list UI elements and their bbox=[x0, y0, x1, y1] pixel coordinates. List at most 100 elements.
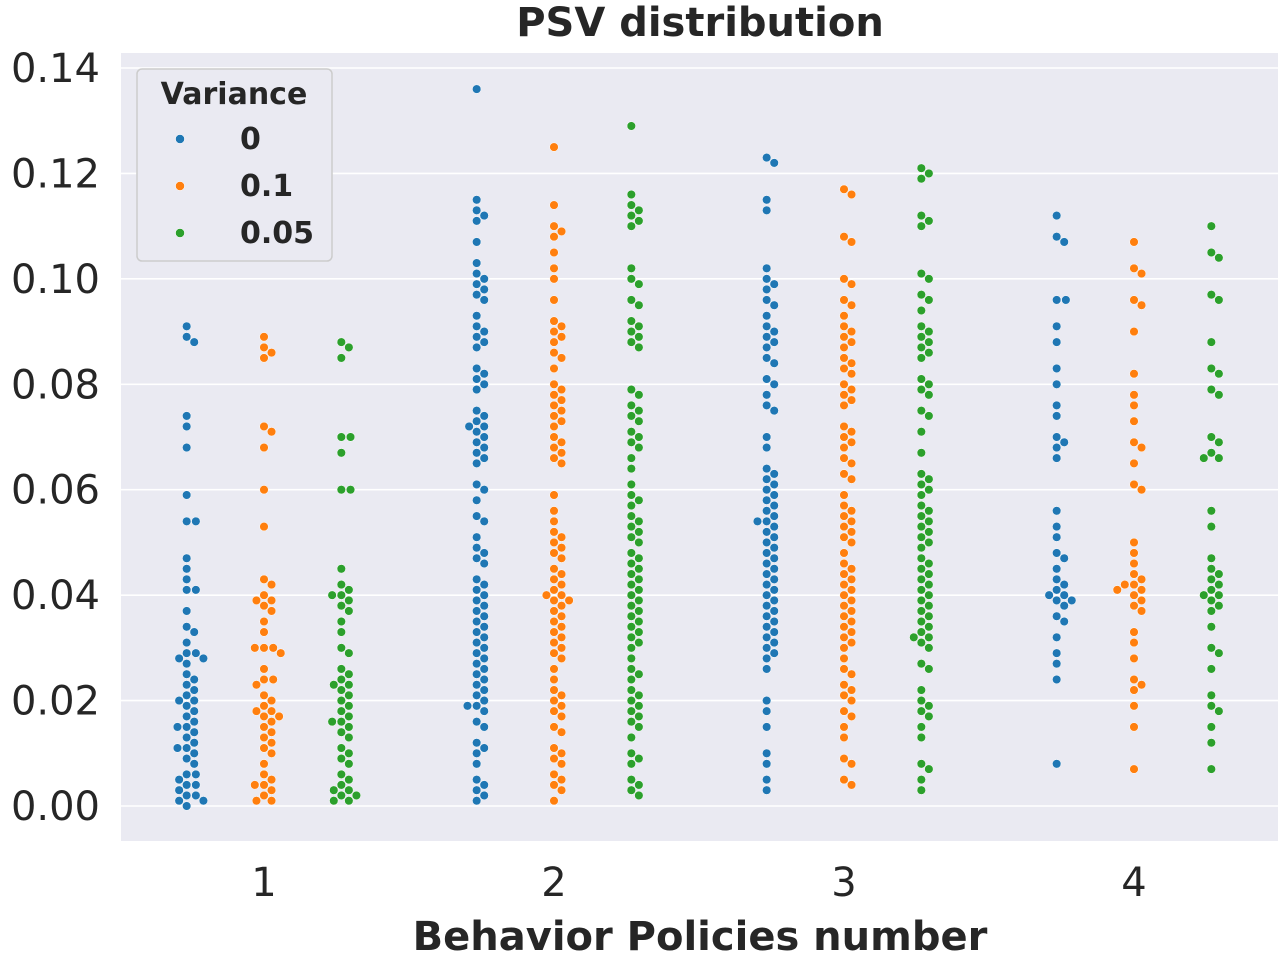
data-point bbox=[1129, 327, 1139, 337]
data-point bbox=[259, 690, 269, 700]
data-point bbox=[479, 558, 489, 569]
data-point bbox=[769, 595, 779, 605]
data-point bbox=[1206, 432, 1216, 442]
data-point bbox=[762, 632, 772, 642]
data-point bbox=[924, 664, 934, 674]
data-point bbox=[174, 775, 184, 785]
data-point bbox=[344, 648, 354, 658]
data-point bbox=[182, 801, 192, 811]
data-point bbox=[626, 685, 636, 695]
data-point bbox=[924, 569, 934, 579]
data-point bbox=[182, 659, 192, 669]
data-point bbox=[344, 785, 354, 795]
data-point bbox=[182, 606, 192, 616]
data-point bbox=[472, 374, 482, 384]
data-point bbox=[549, 421, 559, 432]
data-point bbox=[916, 211, 926, 221]
data-point bbox=[1199, 453, 1209, 463]
data-point bbox=[259, 769, 269, 779]
y-tick-label: 0.10 bbox=[11, 257, 100, 303]
data-point bbox=[916, 543, 926, 553]
legend-entries: 0 0.1 0.05 bbox=[175, 122, 314, 251]
data-point bbox=[549, 327, 559, 337]
data-point bbox=[846, 385, 857, 395]
data-point bbox=[916, 659, 926, 669]
data-point bbox=[549, 638, 559, 648]
data-point bbox=[846, 564, 857, 574]
data-point bbox=[259, 590, 269, 600]
data-point bbox=[549, 527, 559, 537]
data-point bbox=[472, 759, 482, 769]
data-point bbox=[626, 427, 636, 437]
data-point bbox=[549, 316, 559, 326]
data-point bbox=[846, 189, 857, 200]
data-point bbox=[839, 622, 849, 632]
data-point bbox=[479, 696, 489, 706]
data-point bbox=[916, 696, 926, 706]
data-point bbox=[1214, 569, 1224, 579]
data-point bbox=[762, 342, 772, 352]
data-point bbox=[839, 522, 849, 532]
data-point bbox=[916, 759, 926, 769]
data-point bbox=[762, 474, 772, 484]
data-point bbox=[472, 775, 482, 785]
data-point bbox=[762, 748, 772, 758]
data-point bbox=[916, 163, 926, 173]
data-point bbox=[626, 453, 636, 463]
data-point bbox=[1206, 690, 1216, 700]
data-point bbox=[916, 374, 926, 384]
data-point bbox=[924, 506, 934, 516]
data-point bbox=[1136, 595, 1147, 605]
data-point bbox=[769, 648, 779, 658]
data-point bbox=[472, 332, 482, 342]
data-point bbox=[479, 442, 489, 453]
data-point bbox=[626, 748, 636, 758]
data-point bbox=[769, 585, 779, 595]
data-point bbox=[634, 416, 644, 426]
data-point bbox=[344, 722, 354, 732]
data-point bbox=[626, 532, 636, 542]
data-point bbox=[762, 569, 772, 579]
data-point bbox=[344, 732, 354, 743]
data-point bbox=[266, 595, 277, 605]
data-point bbox=[479, 653, 489, 663]
data-point bbox=[626, 632, 636, 642]
data-point bbox=[769, 532, 779, 542]
data-point bbox=[839, 295, 849, 305]
data-point bbox=[1206, 337, 1216, 347]
data-point bbox=[472, 321, 482, 331]
data-point bbox=[924, 348, 934, 358]
data-point bbox=[472, 237, 482, 247]
data-point bbox=[846, 759, 857, 769]
data-point bbox=[174, 785, 184, 795]
data-point bbox=[556, 701, 567, 711]
data-point bbox=[916, 321, 926, 331]
data-point bbox=[846, 337, 857, 347]
data-point bbox=[626, 295, 636, 305]
data-point bbox=[839, 332, 849, 342]
data-point bbox=[191, 780, 201, 790]
data-point bbox=[472, 585, 482, 595]
data-point bbox=[336, 706, 346, 716]
data-point bbox=[549, 627, 559, 637]
data-point bbox=[916, 638, 926, 648]
data-point bbox=[634, 432, 644, 442]
data-point bbox=[336, 780, 346, 790]
data-point bbox=[626, 263, 636, 273]
data-point bbox=[1206, 448, 1216, 458]
data-point bbox=[182, 564, 192, 574]
data-point bbox=[769, 574, 779, 584]
data-point bbox=[626, 327, 636, 337]
data-point bbox=[479, 327, 489, 337]
data-point bbox=[479, 674, 489, 685]
data-point bbox=[472, 648, 482, 658]
data-point bbox=[1052, 400, 1062, 410]
data-point bbox=[259, 664, 269, 674]
data-points bbox=[172, 84, 1224, 811]
data-point bbox=[182, 332, 192, 342]
data-point bbox=[479, 453, 489, 463]
data-point bbox=[556, 532, 567, 542]
data-point bbox=[556, 406, 567, 416]
data-point bbox=[472, 437, 482, 447]
data-point bbox=[259, 743, 269, 753]
